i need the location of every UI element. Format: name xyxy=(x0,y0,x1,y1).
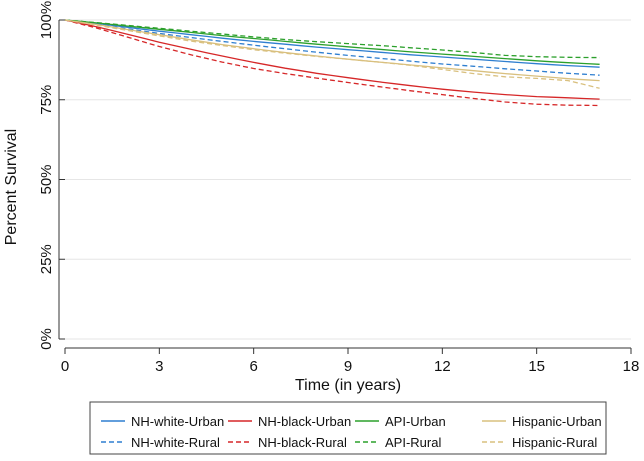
series-line-api-rural xyxy=(64,19,600,59)
legend-label-hispanic-rural: Hispanic-Rural xyxy=(512,435,597,450)
series-line-nh-black-urban xyxy=(64,19,600,100)
legend-frame xyxy=(89,401,607,455)
legend-label-nh-white-rural: NH-white-Rural xyxy=(131,435,220,450)
series-line-hispanic-rural xyxy=(64,19,600,89)
series-line-nh-white-rural xyxy=(64,19,600,76)
series-lines xyxy=(64,19,600,107)
x-tick-label: 12 xyxy=(434,358,451,375)
y-tick-label: 100% xyxy=(38,1,55,39)
legend-label-nh-black-urban: NH-black-Urban xyxy=(258,414,351,429)
legend-label-nh-white-urban: NH-white-Urban xyxy=(131,414,224,429)
legend-label-nh-black-rural: NH-black-Rural xyxy=(258,435,347,450)
legend-label-hispanic-urban: Hispanic-Urban xyxy=(512,414,602,429)
y-axis-title: Percent Survival xyxy=(3,129,20,246)
axes xyxy=(58,19,632,354)
series-line-api-urban xyxy=(64,19,600,65)
x-tick-label: 9 xyxy=(344,358,352,375)
y-tick-label: 75% xyxy=(38,85,55,115)
y-tick-label: 0% xyxy=(38,328,55,350)
series-line-nh-white-urban xyxy=(64,19,600,68)
y-tick-label: 25% xyxy=(38,244,55,274)
legend-label-api-rural: API-Rural xyxy=(385,435,441,450)
y-tick-label: 50% xyxy=(38,164,55,194)
legend-label-api-urban: API-Urban xyxy=(385,414,446,429)
x-tick-label: 15 xyxy=(528,358,545,375)
x-tick-label: 6 xyxy=(249,358,257,375)
legend: NH-white-Urban NH-black-Urban API-Urban His… xyxy=(89,401,607,455)
x-tick-label: 0 xyxy=(61,358,69,375)
tick-labels: 0% 25% 50% 75% 100% 0 3 6 9 12 15 18 xyxy=(38,1,639,375)
series-line-hispanic-urban xyxy=(64,19,600,82)
x-tick-label: 3 xyxy=(155,358,163,375)
x-tick-label: 18 xyxy=(623,358,640,375)
x-axis-title: Time (in years) xyxy=(295,377,401,394)
series-line-nh-black-rural xyxy=(64,19,600,107)
gridlines xyxy=(65,19,631,340)
